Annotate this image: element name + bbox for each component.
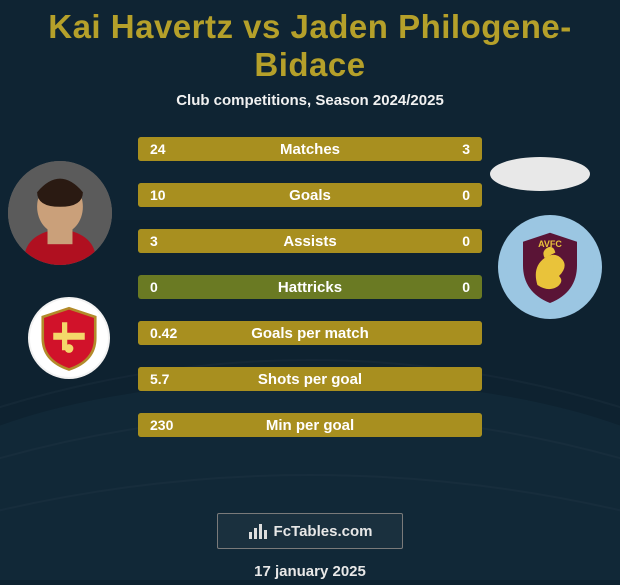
- branding-bars-icon: [248, 522, 268, 540]
- player-left-crest: [28, 297, 110, 379]
- aston-villa-crest-icon: AVFC: [505, 222, 595, 312]
- stat-value-left: 10: [150, 187, 166, 203]
- stat-row: 3 0 Assists: [138, 229, 482, 253]
- stat-label: Goals: [289, 187, 331, 204]
- stat-label: Min per goal: [266, 417, 354, 434]
- arsenal-crest-icon: [34, 303, 104, 373]
- player-left-avatar: [8, 161, 112, 265]
- stat-label: Matches: [280, 141, 340, 158]
- stat-row: 230 Min per goal: [138, 413, 482, 437]
- stat-bar-right: [413, 137, 482, 161]
- content-root: Kai Havertz vs Jaden Philogene-Bidace Cl…: [0, 0, 620, 580]
- stat-value-left: 3: [150, 233, 158, 249]
- stat-row: 24 3 Matches: [138, 137, 482, 161]
- stat-label: Goals per match: [251, 325, 369, 342]
- stat-value-right: 0: [462, 279, 470, 295]
- stat-row: 10 0 Goals: [138, 183, 482, 207]
- stat-value-right: 0: [462, 233, 470, 249]
- player-right-crest: AVFC: [498, 215, 602, 319]
- stat-value-left: 5.7: [150, 371, 169, 387]
- stat-value-right: 0: [462, 187, 470, 203]
- player-left-face-placeholder: [8, 161, 112, 265]
- stat-bar-left: [138, 137, 413, 161]
- stat-label: Assists: [283, 233, 336, 250]
- page-subtitle: Club competitions, Season 2024/2025: [176, 92, 444, 109]
- stat-value-left: 0.42: [150, 325, 177, 341]
- stat-label: Hattricks: [278, 279, 342, 296]
- branding-box: FcTables.com: [217, 513, 403, 549]
- stat-row: 0.42 Goals per match: [138, 321, 482, 345]
- page-title: Kai Havertz vs Jaden Philogene-Bidace: [0, 8, 620, 84]
- stat-value-right: 3: [462, 141, 470, 157]
- stat-value-left: 230: [150, 417, 173, 433]
- stat-bars: 24 3 Matches 10 0 Goals 3 0 Assists 0 0 Hattricks 0.…: [138, 137, 482, 437]
- stat-row: 5.7 Shots per goal: [138, 367, 482, 391]
- stat-label: Shots per goal: [258, 371, 362, 388]
- stat-value-left: 0: [150, 279, 158, 295]
- stat-value-left: 24: [150, 141, 166, 157]
- branding-text: FcTables.com: [274, 523, 373, 540]
- stat-row: 0 0 Hattricks: [138, 275, 482, 299]
- date-text: 17 january 2025: [254, 563, 366, 580]
- comparison-area: AVFC 24 3 Matches 10 0 Goals 3 0 Assists 0 0 Hattri…: [0, 137, 620, 503]
- player-right-avatar-blank: [490, 157, 590, 191]
